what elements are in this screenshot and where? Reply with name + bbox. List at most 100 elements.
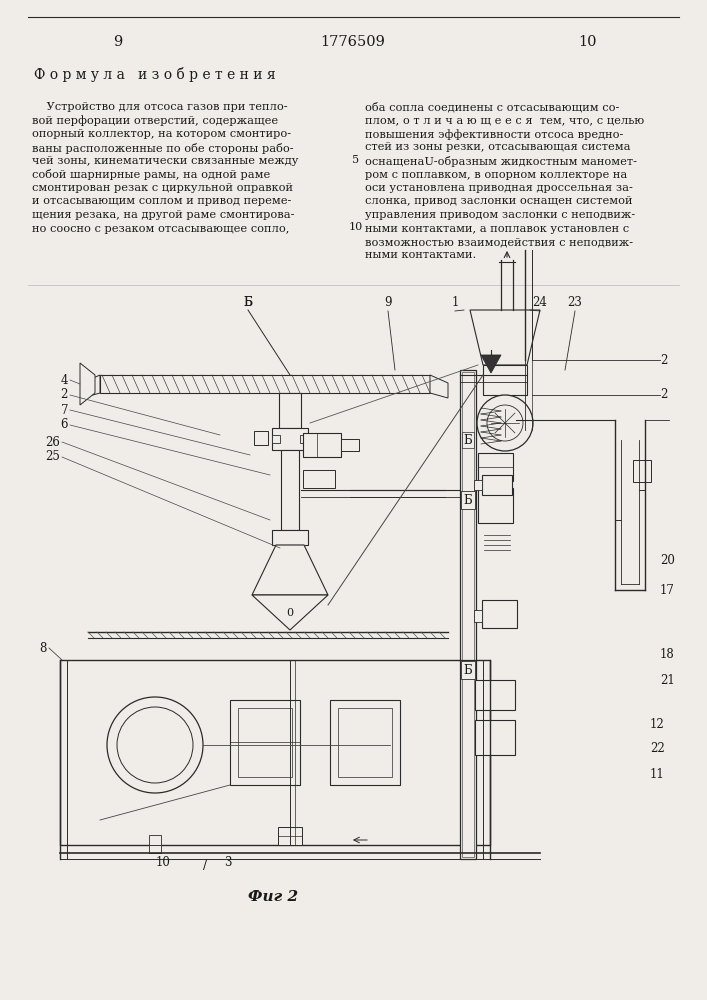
Text: повышения эффективности отсоса вредно-: повышения эффективности отсоса вредно- — [365, 129, 624, 140]
Bar — [272, 435, 280, 443]
Bar — [462, 372, 474, 857]
Text: 24: 24 — [532, 296, 547, 310]
Text: 1776509: 1776509 — [320, 35, 385, 49]
Text: оба сопла соединены с отсасывающим со-: оба сопла соединены с отсасывающим со- — [365, 102, 619, 113]
Text: 1: 1 — [451, 296, 459, 310]
Bar — [272, 428, 308, 450]
Text: слонка, привод заслонки оснащен системой: слонка, привод заслонки оснащен системой — [365, 196, 633, 207]
Bar — [238, 708, 292, 777]
Bar — [60, 660, 490, 845]
Text: и отсасывающим соплом и привод переме-: и отсасывающим соплом и привод переме- — [32, 196, 291, 207]
Polygon shape — [82, 375, 100, 398]
Text: но соосно с резаком отсасывающее сопло,: но соосно с резаком отсасывающее сопло, — [32, 224, 289, 233]
Bar — [149, 835, 161, 845]
Text: возможностью взаимодействия с неподвиж-: возможностью взаимодействия с неподвиж- — [365, 237, 633, 247]
Text: 22: 22 — [650, 742, 665, 754]
Text: 20: 20 — [660, 554, 675, 566]
Text: ром с поплавком, в опорном коллекторе на: ром с поплавком, в опорном коллекторе на — [365, 169, 627, 180]
Bar — [341, 439, 359, 451]
Text: оснащенаU-образным жидкостным маномет-: оснащенаU-образным жидкостным маномет- — [365, 156, 637, 167]
Text: Б: Б — [464, 493, 472, 506]
Text: 2: 2 — [61, 388, 68, 401]
Bar — [482, 475, 512, 495]
Text: 7: 7 — [61, 403, 68, 416]
Bar — [330, 700, 400, 785]
Bar — [303, 470, 335, 488]
Bar — [279, 393, 301, 428]
Text: щения резака, на другой раме смонтирова-: щения резака, на другой раме смонтирова- — [32, 210, 295, 220]
Text: Фиг 2: Фиг 2 — [248, 890, 298, 904]
Polygon shape — [252, 545, 328, 595]
Text: ными контактами, а поплавок установлен с: ными контактами, а поплавок установлен с — [365, 224, 629, 233]
Text: Б: Б — [243, 296, 252, 310]
Bar — [483, 365, 527, 395]
Text: 6: 6 — [61, 418, 68, 432]
Text: 2: 2 — [660, 388, 667, 401]
Text: чей зоны, кинематически связанные между: чей зоны, кинематически связанные между — [32, 156, 298, 166]
Text: 10: 10 — [579, 35, 597, 49]
Polygon shape — [470, 310, 540, 365]
Text: управления приводом заслонки с неподвиж-: управления приводом заслонки с неподвиж- — [365, 210, 636, 220]
Bar — [230, 700, 300, 785]
Text: плом, о т л и ч а ю щ е е с я  тем, что, с целью: плом, о т л и ч а ю щ е е с я тем, что, … — [365, 115, 644, 125]
Text: 3: 3 — [224, 856, 232, 869]
Circle shape — [117, 707, 193, 783]
Bar — [460, 370, 476, 859]
Text: Б: Б — [464, 434, 472, 446]
Bar — [482, 600, 517, 628]
Text: 21: 21 — [660, 674, 674, 686]
Bar — [475, 720, 515, 755]
Bar — [475, 680, 515, 710]
Polygon shape — [80, 363, 95, 405]
Text: оси установлена приводная дроссельная за-: оси установлена приводная дроссельная за… — [365, 183, 633, 193]
Text: 9: 9 — [113, 35, 122, 49]
Bar — [281, 450, 299, 530]
Text: стей из зоны резки, отсасывающая система: стей из зоны резки, отсасывающая система — [365, 142, 631, 152]
Bar — [633, 460, 651, 482]
Text: 23: 23 — [568, 296, 583, 310]
Text: /: / — [203, 858, 207, 871]
Bar — [303, 433, 341, 457]
Bar — [474, 480, 482, 490]
Circle shape — [107, 697, 203, 793]
Text: 5: 5 — [352, 155, 360, 165]
Polygon shape — [481, 355, 501, 373]
Text: 2: 2 — [660, 354, 667, 366]
Bar — [338, 708, 392, 777]
Text: Б: Б — [244, 296, 252, 310]
Text: собой шарнирные рамы, на одной раме: собой шарнирные рамы, на одной раме — [32, 169, 270, 180]
Text: 0: 0 — [286, 608, 293, 618]
Bar — [478, 488, 513, 523]
Text: 18: 18 — [660, 648, 674, 662]
Bar — [272, 530, 308, 545]
Text: вой перфорации отверстий, содержащее: вой перфорации отверстий, содержащее — [32, 115, 278, 126]
Text: 17: 17 — [660, 584, 675, 596]
Text: 11: 11 — [650, 768, 665, 782]
Bar — [278, 827, 302, 845]
Text: 8: 8 — [40, 642, 47, 654]
Text: 26: 26 — [45, 436, 60, 448]
Text: 4: 4 — [61, 373, 68, 386]
Text: Б: Б — [464, 664, 472, 676]
Circle shape — [477, 395, 533, 451]
Bar — [254, 431, 268, 445]
Text: 12: 12 — [650, 718, 665, 732]
Text: опорный коллектор, на котором смонтиро-: опорный коллектор, на котором смонтиро- — [32, 129, 291, 139]
Polygon shape — [252, 595, 328, 630]
Text: Устройство для отсоса газов при тепло-: Устройство для отсоса газов при тепло- — [32, 102, 288, 112]
Bar — [478, 453, 513, 481]
Text: 10: 10 — [349, 223, 363, 232]
Bar — [100, 375, 430, 393]
Text: ваны расположенные по обе стороны рабо-: ваны расположенные по обе стороны рабо- — [32, 142, 293, 153]
Bar — [474, 610, 482, 622]
Text: 25: 25 — [45, 450, 60, 464]
Text: ными контактами.: ными контактами. — [365, 250, 477, 260]
Bar — [149, 845, 161, 853]
Circle shape — [487, 405, 523, 441]
Text: Ф о р м у л а   и з о б р е т е н и я: Ф о р м у л а и з о б р е т е н и я — [34, 68, 276, 83]
Text: смонтирован резак с циркульной оправкой: смонтирован резак с циркульной оправкой — [32, 183, 293, 193]
Text: 10: 10 — [156, 856, 170, 869]
Text: 9: 9 — [384, 296, 392, 310]
Bar — [300, 435, 308, 443]
Polygon shape — [430, 375, 448, 398]
